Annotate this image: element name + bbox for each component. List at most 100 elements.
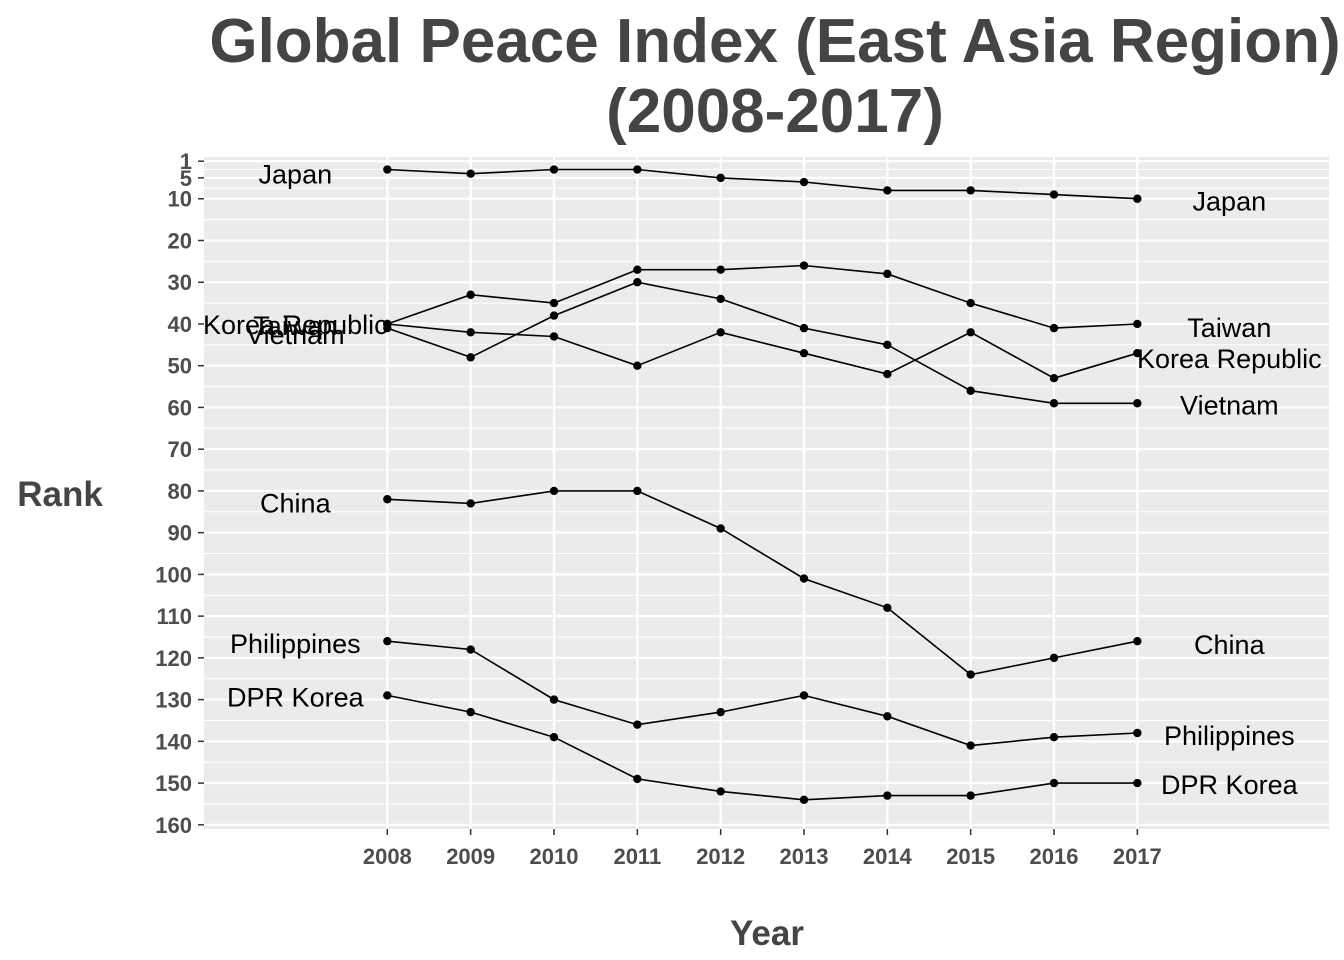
data-point [1133, 778, 1142, 788]
data-point [966, 386, 975, 395]
data-point [633, 720, 642, 729]
data-point [633, 165, 642, 174]
data-point [883, 340, 892, 350]
data-point [883, 712, 892, 721]
data-point [966, 741, 975, 750]
data-point [383, 636, 392, 646]
data-point [633, 278, 642, 287]
series-line [387, 168, 1138, 200]
data-point [1133, 399, 1142, 408]
series-label-right: Japan [1193, 187, 1267, 217]
data-point [383, 691, 392, 700]
data-point [1133, 194, 1142, 203]
series-japan: Japan Japan [259, 160, 1267, 217]
data-point [549, 486, 559, 496]
series-label-right: DPR Korea [1161, 770, 1299, 800]
data-point [1049, 778, 1059, 788]
x-tick-label: 2010 [530, 844, 579, 869]
data-point [1049, 732, 1059, 742]
x-axis-title: Year [730, 914, 804, 953]
x-axis: 2008 2009 2010 2011 2012 2013 2014 2015 2016 2017 [363, 829, 1162, 869]
series-line [387, 694, 1138, 801]
data-point [633, 361, 642, 370]
data-point [1049, 653, 1059, 663]
series-philippines: Philippines Philippines [230, 629, 1295, 751]
y-tick-label: 40 [168, 312, 192, 337]
series-china: China China [260, 486, 1266, 679]
y-tick-label: 150 [155, 771, 192, 796]
y-tick-label: 110 [157, 604, 193, 629]
series-line [387, 640, 1138, 747]
series-label-right: Korea Republic [1137, 344, 1322, 374]
data-point [883, 369, 892, 379]
series-taiwan: Taiwan Taiwan [253, 261, 1271, 343]
y-tick-label: 130 [155, 688, 192, 713]
data-point [799, 348, 809, 358]
data-point [1133, 319, 1142, 329]
data-point [883, 603, 892, 612]
data-point [966, 670, 975, 679]
data-point [1133, 348, 1142, 358]
data-point [383, 165, 392, 174]
data-point [549, 298, 559, 308]
data-point [549, 332, 559, 341]
data-point [716, 265, 725, 274]
data-point [716, 707, 725, 717]
data-point [966, 328, 975, 337]
data-point [716, 524, 725, 533]
y-tick-label: 160 [155, 813, 192, 838]
y-tick-label: 10 [168, 187, 192, 212]
data-point [1049, 323, 1059, 333]
data-point [1133, 636, 1142, 646]
y-axis-title: Rank [17, 475, 103, 514]
series-korea-republic: Korea Republic Korea Republic [203, 310, 1322, 383]
data-point [799, 795, 809, 804]
series-label-left: Vietnam [246, 320, 345, 350]
data-point [549, 165, 559, 174]
data-point [633, 265, 642, 274]
series-label-left: Philippines [230, 629, 361, 659]
data-point [466, 353, 475, 362]
data-point [883, 269, 892, 279]
data-point [799, 691, 809, 700]
series-label-right: Philippines [1164, 721, 1295, 751]
data-point [466, 645, 475, 654]
series-label-right: Vietnam [1180, 390, 1279, 420]
data-point [1049, 374, 1059, 383]
series-line [387, 323, 1138, 380]
y-tick-label: 90 [168, 521, 192, 546]
y-tick-label: 70 [168, 437, 192, 462]
data-point [549, 732, 559, 742]
data-point [716, 294, 725, 304]
data-point [466, 290, 475, 299]
series-label-left: DPR Korea [227, 682, 365, 712]
data-point [799, 574, 809, 583]
data-point [966, 186, 975, 195]
x-tick-label: 2016 [1030, 844, 1079, 869]
data-point [883, 791, 892, 800]
plot-panel [204, 157, 1329, 829]
x-tick-label: 2013 [780, 844, 829, 869]
data-point [966, 298, 975, 308]
y-tick-label: 30 [168, 270, 192, 295]
y-tick-label: 140 [155, 729, 192, 754]
y-tick-label: 80 [168, 479, 192, 504]
series-line [387, 281, 1138, 405]
data-point [466, 328, 475, 337]
data-point [383, 495, 392, 504]
data-point [633, 486, 642, 496]
data-point [1133, 728, 1142, 738]
data-point [966, 791, 975, 800]
data-point [1049, 190, 1059, 199]
x-tick-label: 2008 [363, 844, 412, 869]
series-label-left: Japan [259, 160, 333, 190]
y-tick-label: 50 [168, 354, 192, 379]
series-label-right: China [1194, 630, 1266, 660]
data-point [466, 707, 475, 717]
x-tick-label: 2017 [1113, 844, 1162, 869]
data-point [716, 787, 725, 796]
data-point [466, 499, 475, 508]
